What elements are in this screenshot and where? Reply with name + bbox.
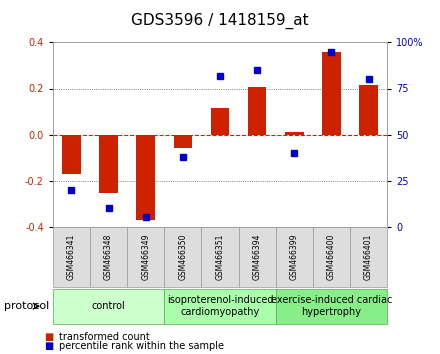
Bar [136,135,155,219]
Text: protocol: protocol [4,301,50,311]
Text: GSM466394: GSM466394 [253,233,262,280]
Text: GDS3596 / 1418159_at: GDS3596 / 1418159_at [131,12,309,29]
Text: GSM466401: GSM466401 [364,233,373,280]
Bar [359,85,378,135]
Text: GSM466399: GSM466399 [290,233,299,280]
Text: percentile rank within the sample: percentile rank within the sample [59,341,224,351]
Bar [62,135,81,174]
Bar [285,132,304,135]
Text: ■: ■ [44,332,53,342]
Bar [173,135,192,148]
Text: GSM466350: GSM466350 [178,233,187,280]
Text: GSM466341: GSM466341 [67,233,76,280]
Text: GSM466400: GSM466400 [327,233,336,280]
Bar [322,52,341,135]
Text: ■: ■ [44,341,53,351]
Text: GSM466349: GSM466349 [141,233,150,280]
Bar [99,135,118,193]
Bar [211,108,229,135]
Text: GSM466351: GSM466351 [216,233,224,280]
Bar [248,87,267,135]
Text: exercise-induced cardiac
hypertrophy: exercise-induced cardiac hypertrophy [271,295,392,317]
Text: control: control [92,301,125,311]
Text: transformed count: transformed count [59,332,150,342]
Text: isoproterenol-induced
cardiomyopathy: isoproterenol-induced cardiomyopathy [167,295,273,317]
Text: GSM466348: GSM466348 [104,233,113,280]
